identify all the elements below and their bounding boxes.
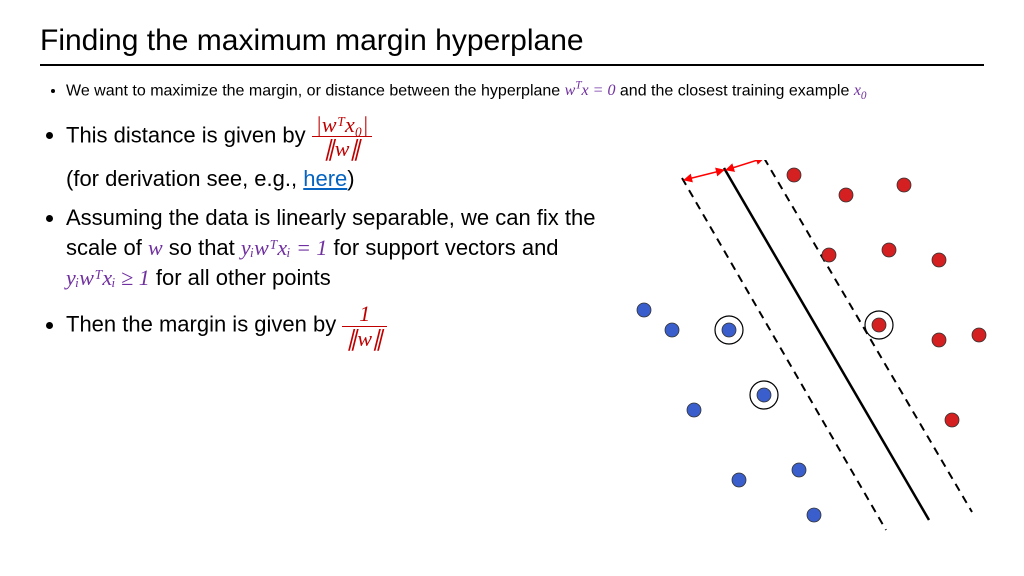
data-point-red xyxy=(822,248,836,262)
b4-frac-num: 1 xyxy=(342,302,387,326)
data-point-red xyxy=(945,413,959,427)
b2-pre: This distance is given by xyxy=(66,122,312,147)
bullet-4: Then the margin is given by 1 ∥w∥ xyxy=(66,302,600,349)
bullet-1: We want to maximize the margin, or dista… xyxy=(66,80,984,103)
b3-mid2: for support vectors and xyxy=(327,235,558,260)
data-point-blue xyxy=(807,508,821,522)
b1-text-pre: We want to maximize the margin, or dista… xyxy=(66,82,565,99)
hyperplane xyxy=(724,168,929,520)
margin-arrow xyxy=(726,160,764,170)
margin-boundary xyxy=(682,178,886,530)
bullet-3: Assuming the data is linearly separable,… xyxy=(66,203,600,292)
b3-post: for all other points xyxy=(150,265,331,290)
b2-line2-pre: (for derivation see, e.g., xyxy=(66,166,303,191)
b2-line2-post: ) xyxy=(347,166,354,191)
bullet-2: This distance is given by |wᵀx₀| ∥w∥ (fo… xyxy=(66,113,600,194)
slide: Finding the maximum margin hyperplane We… xyxy=(0,0,1024,576)
b2-line2: (for derivation see, e.g., here) xyxy=(66,164,600,194)
b4-pre: Then the margin is given by xyxy=(66,312,342,337)
b3-eq2: yᵢwᵀxᵢ ≥ 1 xyxy=(66,265,150,290)
bullet-list-top: We want to maximize the margin, or dista… xyxy=(40,80,984,103)
data-point-red xyxy=(882,243,896,257)
data-point-blue xyxy=(722,323,736,337)
data-point-red xyxy=(787,168,801,182)
data-point-blue xyxy=(757,388,771,402)
text-column: This distance is given by |wᵀx₀| ∥w∥ (fo… xyxy=(40,113,600,360)
b1-math-1: wTx = 0 xyxy=(565,82,616,99)
b2-frac-num: |wᵀx₀| xyxy=(312,113,373,137)
slide-title: Finding the maximum margin hyperplane xyxy=(40,24,984,66)
bullet-list-narrow: This distance is given by |wᵀx₀| ∥w∥ (fo… xyxy=(40,113,600,350)
b4-frac-den: ∥w∥ xyxy=(342,327,387,350)
data-point-blue xyxy=(665,323,679,337)
data-point-red xyxy=(972,328,986,342)
data-point-blue xyxy=(637,303,651,317)
b4-fraction: 1 ∥w∥ xyxy=(342,302,387,349)
b2-frac-den: ∥w∥ xyxy=(312,137,373,160)
b2-fraction: |wᵀx₀| ∥w∥ xyxy=(312,113,373,160)
b1-text-mid: and the closest training example xyxy=(615,82,853,99)
b3-mid1: so that xyxy=(163,235,241,260)
b3-eq1: yᵢwᵀxᵢ = 1 xyxy=(241,235,328,260)
data-point-red xyxy=(932,253,946,267)
margin-arrow xyxy=(684,170,724,180)
data-point-red xyxy=(897,178,911,192)
data-point-blue xyxy=(732,473,746,487)
b3-w: w xyxy=(148,235,163,260)
data-point-blue xyxy=(792,463,806,477)
data-point-red xyxy=(932,333,946,347)
derivation-link[interactable]: here xyxy=(303,166,347,191)
data-point-red xyxy=(872,318,886,332)
data-point-blue xyxy=(687,403,701,417)
svm-diagram xyxy=(584,160,1004,560)
b1-math-2: x0 xyxy=(854,82,867,99)
data-point-red xyxy=(839,188,853,202)
